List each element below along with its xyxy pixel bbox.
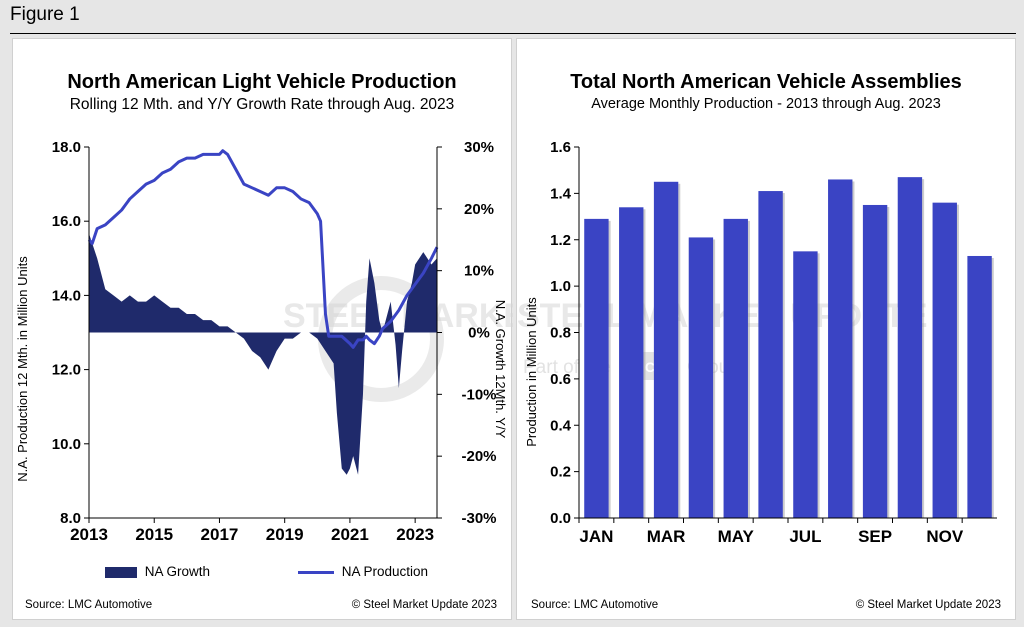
bar-x-tick-label: JUL: [789, 527, 821, 546]
left-y-tick-label: 8.0: [60, 510, 81, 527]
right-chart-panel: Total North American Vehicle Assemblies …: [516, 38, 1016, 620]
growth-area-layer: [89, 233, 437, 475]
right-chart-axes: 0.0 0.2 0.4 0.6 0.8 1.0 1.2 1.4 1.6 JAN MAR MAY JUL S…: [550, 139, 997, 546]
bar-oct: [897, 177, 923, 519]
left-chart-axes: 8.0 10.0 12.0 14.0 16.0 18.0 -30% -20% -10% 0% 10%…: [52, 139, 497, 544]
production-line: [87, 149, 439, 349]
legend-label-growth: NA Growth: [144, 564, 211, 579]
right-y-axis-label: N.A. Growth 12Mth. Y/Y: [493, 300, 508, 439]
bar-mar: [653, 181, 679, 518]
bar-x-tick-label: MAR: [647, 527, 686, 546]
x-tick-label: 2023: [396, 525, 434, 544]
legend-swatch-production: [298, 570, 334, 574]
x-tick-label: 2021: [331, 525, 369, 544]
bar-x-tick-label: NOV: [926, 527, 964, 546]
legend-swatch-growth: [105, 566, 137, 578]
bar-y-tick-label: 0.4: [550, 417, 572, 434]
right-chart-subtitle: Average Monthly Production - 2013 throug…: [591, 96, 941, 112]
legend-label-production: NA Production: [341, 564, 429, 579]
legend-item-production: NA Production: [298, 564, 428, 579]
x-tick-label: 2017: [201, 525, 239, 544]
bar-jan: [584, 218, 609, 518]
bar-y-tick-label: 0.2: [550, 464, 571, 481]
right-source: Source: LMC Automotive: [531, 599, 659, 611]
left-chart-title: North American Light Vehicle Production: [67, 71, 457, 93]
top-divider: [10, 33, 1016, 34]
growth-area: [89, 233, 437, 475]
bar-layer: [584, 177, 994, 519]
left-y-tick-label: 16.0: [52, 213, 81, 230]
bar-y-tick-label: 1.2: [550, 232, 571, 249]
left-y-tick-label: 10.0: [52, 436, 81, 453]
left-chart-svg: STEEL MARKET UPDATE 8.0 10.0 12.0 14.0 16.0 1…: [15, 139, 513, 544]
bar-y-tick-label: 1.0: [550, 278, 571, 295]
left-copyright: © Steel Market Update 2023: [351, 599, 497, 611]
bar-y-tick-label: 1.6: [550, 139, 571, 156]
bar-y-axis-label: Production in Million Units: [524, 297, 539, 447]
bar-y-tick-label: 0.8: [550, 325, 571, 342]
right-y-tick-label: 10%: [464, 263, 494, 280]
x-tick-label: 2019: [266, 525, 304, 544]
right-y-tick-label: -10%: [461, 386, 496, 403]
left-chart-panel: North American Light Vehicle Production …: [12, 38, 513, 620]
left-y-tick-label: 14.0: [52, 287, 81, 304]
legend-item-growth: NA Growth: [105, 564, 210, 579]
production-line-layer: [87, 149, 439, 349]
bar-apr: [688, 237, 714, 518]
bar-feb: [619, 207, 644, 518]
bar-jul: [793, 251, 818, 518]
watermark-text: STEEL MARKET UPDATE: [283, 297, 513, 335]
bar-dec: [967, 255, 992, 518]
right-y-tick-label: -20%: [461, 448, 496, 465]
right-copyright: © Steel Market Update 2023: [855, 599, 1001, 611]
x-tick-label: 2013: [70, 525, 108, 544]
bar-sep: [862, 204, 888, 518]
bar-aug: [828, 179, 853, 518]
right-y-tick-label: 30%: [464, 139, 494, 156]
bar-y-tick-label: 0.6: [550, 371, 571, 388]
left-y-tick-label: 12.0: [52, 362, 81, 379]
right-y-tick-label: 20%: [464, 201, 494, 218]
bar-y-tick-label: 1.4: [550, 185, 572, 202]
right-y-tick-label: 0%: [468, 325, 490, 342]
left-chart-subtitle: Rolling 12 Mth. and Y/Y Growth Rate thro…: [69, 96, 455, 113]
bar-y-tick-label: 0.0: [550, 510, 571, 527]
left-source: Source: LMC Automotive: [25, 599, 153, 611]
bar-x-tick-label: MAY: [718, 527, 755, 546]
bar-x-tick-label: SEP: [858, 527, 892, 546]
bar-jun: [758, 191, 783, 518]
bar-nov: [932, 202, 957, 518]
right-chart-title: Total North American Vehicle Assemblies: [570, 71, 962, 93]
left-y-tick-label: 18.0: [52, 139, 81, 156]
x-tick-label: 2015: [135, 525, 173, 544]
bar-x-tick-label: JAN: [579, 527, 613, 546]
figure-label: Figure 1: [10, 4, 80, 25]
bar-may: [723, 218, 748, 518]
right-y-tick-label: -30%: [461, 510, 496, 527]
left-y-axis-label: N.A. Production 12 Mth. in Million Units: [15, 256, 30, 482]
